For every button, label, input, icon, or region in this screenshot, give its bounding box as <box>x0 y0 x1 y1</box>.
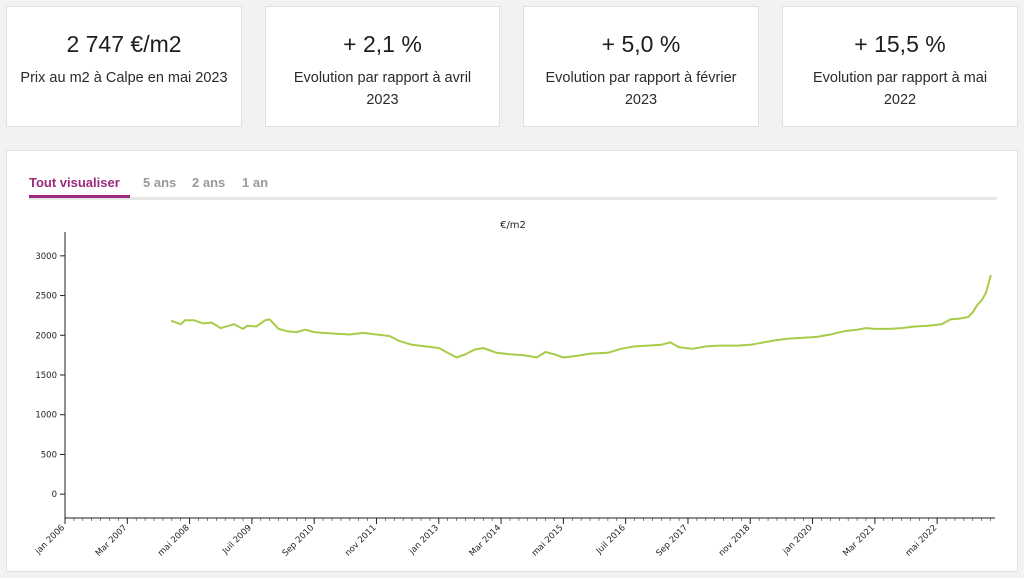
x-tick-label: Mar 2007 <box>94 523 130 559</box>
x-tick-label: Mar 2014 <box>468 523 504 559</box>
tab-all[interactable]: Tout visualiser <box>29 175 120 190</box>
x-tick-label: Sep 2017 <box>654 523 690 559</box>
x-tick-label: mai 2022 <box>904 523 939 558</box>
stat-card-evolution-month: + 2,1 % Evolution par rapport à avril 20… <box>265 6 500 127</box>
x-tick-label: Juil 2016 <box>594 523 628 557</box>
stat-card-evolution-quarter: + 5,0 % Evolution par rapport à février … <box>523 6 759 127</box>
x-axis: jan 2006 Mar 2007 mai 2008 Juil 2009 Sep 201… <box>33 517 995 559</box>
stat-label: Evolution par rapport à avril 2023 <box>293 70 472 108</box>
x-tick-label: Mar 2021 <box>841 523 877 559</box>
price-line-chart: €/m2 0 500 1000 1500 2000 2500 3000 jan 2006 Ma… <box>33 220 995 559</box>
stat-label: Prix au m2 à Calpe en mai 2023 <box>20 70 228 86</box>
y-tick-label: 2500 <box>35 292 57 302</box>
y-axis: 0 500 1000 1500 2000 2500 3000 <box>35 232 66 518</box>
y-tick-label: 500 <box>41 450 57 460</box>
stat-value: + 15,5 % <box>854 31 946 57</box>
chart-panel: Tout visualiser 5 ans 2 ans 1 an €/m2 0 5… <box>6 150 1018 572</box>
y-axis-unit-label: €/m2 <box>500 220 526 231</box>
x-tick-label: jan 2020 <box>781 523 815 557</box>
x-tick-label: jan 2013 <box>407 523 441 557</box>
stat-card-price: 2 747 €/m2 Prix au m2 à Calpe en mai 202… <box>6 6 242 127</box>
tab-5-years[interactable]: 5 ans <box>143 175 177 190</box>
stat-label: Evolution par rapport à février 2023 <box>545 70 737 108</box>
x-tick-label: Sep 2010 <box>281 523 317 559</box>
y-tick-label: 0 <box>52 490 57 500</box>
stat-label: Evolution par rapport à mai 2022 <box>812 70 988 108</box>
series-group <box>170 274 992 359</box>
x-tick-label: nov 2018 <box>717 523 752 558</box>
tab-1-year[interactable]: 1 an <box>242 175 269 190</box>
x-tick-label: mai 2008 <box>156 523 191 558</box>
y-tick-label: 1500 <box>35 371 57 381</box>
active-tab-underline <box>29 195 130 198</box>
tab-2-years[interactable]: 2 ans <box>192 175 226 190</box>
x-tick-label: Juil 2009 <box>220 523 254 557</box>
series-line <box>170 274 992 359</box>
stat-value: + 5,0 % <box>601 31 681 57</box>
stat-value: 2 747 €/m2 <box>66 31 182 57</box>
stat-value: + 2,1 % <box>343 31 422 57</box>
y-tick-label: 1000 <box>35 411 57 421</box>
stat-card-evolution-year: + 15,5 % Evolution par rapport à mai 202… <box>782 6 1018 127</box>
x-tick-label: jan 2006 <box>33 523 67 557</box>
x-tick-label: mai 2015 <box>530 523 565 558</box>
period-tabs: Tout visualiser 5 ans 2 ans 1 an <box>29 173 997 200</box>
y-tick-label: 3000 <box>35 252 57 262</box>
x-tick-label: nov 2011 <box>343 523 378 558</box>
y-tick-label: 2000 <box>35 331 57 341</box>
